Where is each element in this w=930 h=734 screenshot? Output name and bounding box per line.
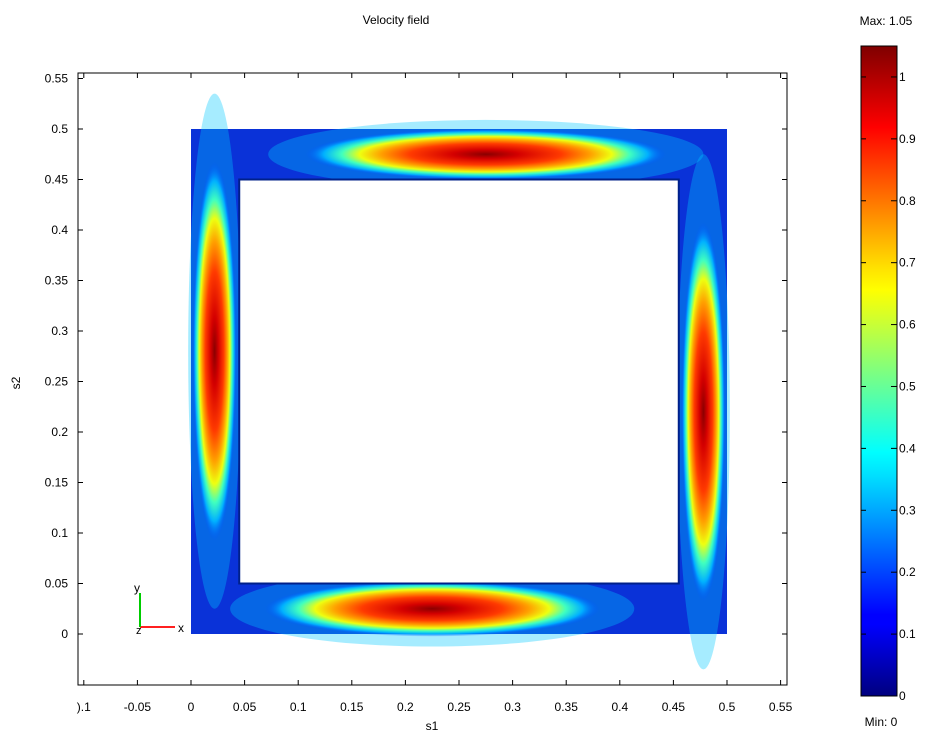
x-tick-label: 0.35	[555, 700, 579, 714]
y-tick-label: 0.4	[51, 223, 68, 237]
y-tick-label: 0.35	[45, 274, 69, 288]
x-tick-label: 0.45	[662, 700, 686, 714]
colorbar-ticks: 0 0.1 0.2 0.3 0.4 0.5 0.6 0.7 0.8 0.9 1	[861, 70, 916, 703]
colorbar-min-label: Min: 0	[865, 715, 898, 729]
hotspot-top	[305, 129, 666, 180]
colorbar-tick-label: 0	[899, 689, 906, 703]
domain-hole	[238, 178, 680, 585]
colorbar-gradient	[860, 45, 898, 697]
x-tick-label: ).1	[77, 700, 91, 714]
hotspot-bottom	[264, 580, 600, 637]
colorbar-tick-label: 0.6	[899, 318, 916, 332]
colorbar-tick-label: 0.7	[899, 256, 916, 270]
x-tick-label: 0.05	[233, 700, 257, 714]
x-tick-label: 0.5	[719, 700, 736, 714]
y-tick-label: 0.2	[51, 425, 68, 439]
x-tick-label: 0.15	[340, 700, 364, 714]
x-tick-label: 0.2	[397, 700, 414, 714]
x-tick-label: 0	[188, 700, 195, 714]
colorbar-max-label: Max: 1.05	[860, 14, 913, 28]
y-tick-label: 0.15	[45, 476, 69, 490]
colorbar-tick-label: 0.4	[899, 441, 916, 455]
y-tick-label: 0	[61, 627, 68, 641]
y-tick-label: 0.5	[51, 122, 68, 136]
hotspot-right	[681, 222, 726, 602]
colorbar-tick-label: 0.3	[899, 503, 916, 517]
colorbar-tick-label: 0.1	[899, 627, 916, 641]
colorbar-tick-label: 0.2	[899, 565, 916, 579]
y-tick-label: 0.05	[45, 577, 69, 591]
axes-triad: x y z	[134, 581, 184, 637]
y-tick-label: 0.25	[45, 375, 69, 389]
y-tick-label: 0.55	[45, 72, 69, 86]
x-tick-label: 0.55	[769, 700, 793, 714]
x-tick-label: 0.4	[611, 700, 628, 714]
x-axis-ticks: ).1 -0.05 0 0.05 0.1 0.15 0.2 0.25 0.3 0.35 0.4 0.4…	[77, 73, 793, 714]
y-tick-label: 0.45	[45, 173, 69, 187]
y-axis-ticks: 0 0.05 0.1 0.15 0.2 0.25 0.3 0.35 0.4 0.45 0.5 0.55	[45, 72, 787, 641]
velocity-field	[188, 93, 730, 670]
colorbar-tick-label: 0.5	[899, 379, 916, 393]
y-axis-label: s2	[9, 376, 23, 389]
y-tick-label: 0.3	[51, 324, 68, 338]
triad-x-label: x	[178, 621, 184, 635]
x-tick-label: 0.3	[504, 700, 521, 714]
x-tick-label: 0.25	[447, 700, 471, 714]
hotspot-left	[192, 161, 237, 541]
x-tick-label: 0.1	[290, 700, 307, 714]
colorbar-tick-label: 0.8	[899, 194, 916, 208]
colorbar-tick-label: 0.9	[899, 132, 916, 146]
triad-y-label: y	[134, 581, 140, 595]
colorbar-tick-label: 1	[899, 70, 906, 84]
chart-title: Velocity field	[363, 13, 430, 27]
triad-z-label: z	[136, 625, 142, 637]
x-tick-label: -0.05	[124, 700, 152, 714]
x-axis-label: s1	[426, 719, 439, 733]
colorbar: Max: 1.05 00.10.20.30.40.50.60.70.80.91 …	[860, 14, 916, 729]
y-tick-label: 0.1	[51, 526, 68, 540]
